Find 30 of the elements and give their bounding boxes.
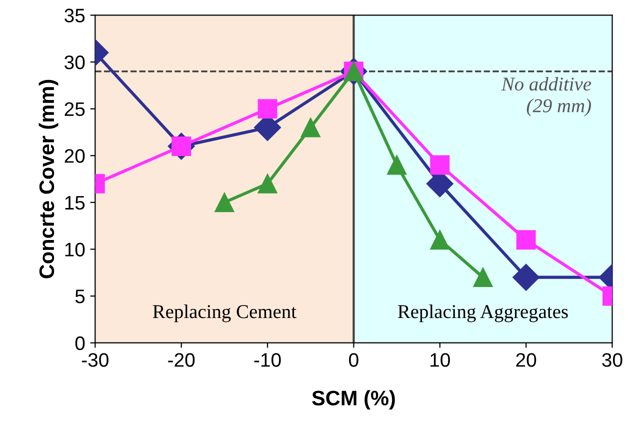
- point: [300, 118, 320, 138]
- ref-line-label: No additive (29 mm): [501, 76, 592, 116]
- band-label: Replacing Cement: [152, 304, 296, 322]
- point: [258, 174, 278, 194]
- y-tick-label: 15: [65, 196, 85, 210]
- x-tick-label: 20: [516, 353, 536, 367]
- y-tick-label: 0: [75, 336, 85, 350]
- point: [473, 268, 493, 288]
- x-tick-label: 0: [349, 353, 358, 367]
- point: [258, 99, 278, 119]
- y-tick-label: 20: [64, 149, 85, 163]
- point: [387, 155, 406, 175]
- point: [512, 264, 540, 291]
- y-tick-label: 10: [65, 242, 85, 256]
- y-tick-label: 5: [75, 290, 85, 304]
- point: [516, 230, 536, 250]
- x-tick-label: -30: [82, 353, 108, 367]
- point: [214, 192, 234, 212]
- y-tick-label: 35: [64, 8, 85, 22]
- x-tick-label: 10: [430, 353, 450, 367]
- band-label: Replacing Aggregates: [398, 304, 568, 322]
- x-axis-title: SCM (%): [312, 390, 395, 410]
- y-axis-title: Concrte Cover (mm): [38, 80, 58, 278]
- x-tick-label: -20: [168, 353, 195, 367]
- point: [430, 155, 450, 175]
- y-tick-label: 30: [64, 55, 85, 70]
- x-tick-label: 30: [602, 353, 622, 367]
- point: [430, 230, 450, 250]
- y-tick-label: 25: [64, 102, 85, 116]
- x-tick-label: -10: [254, 353, 281, 367]
